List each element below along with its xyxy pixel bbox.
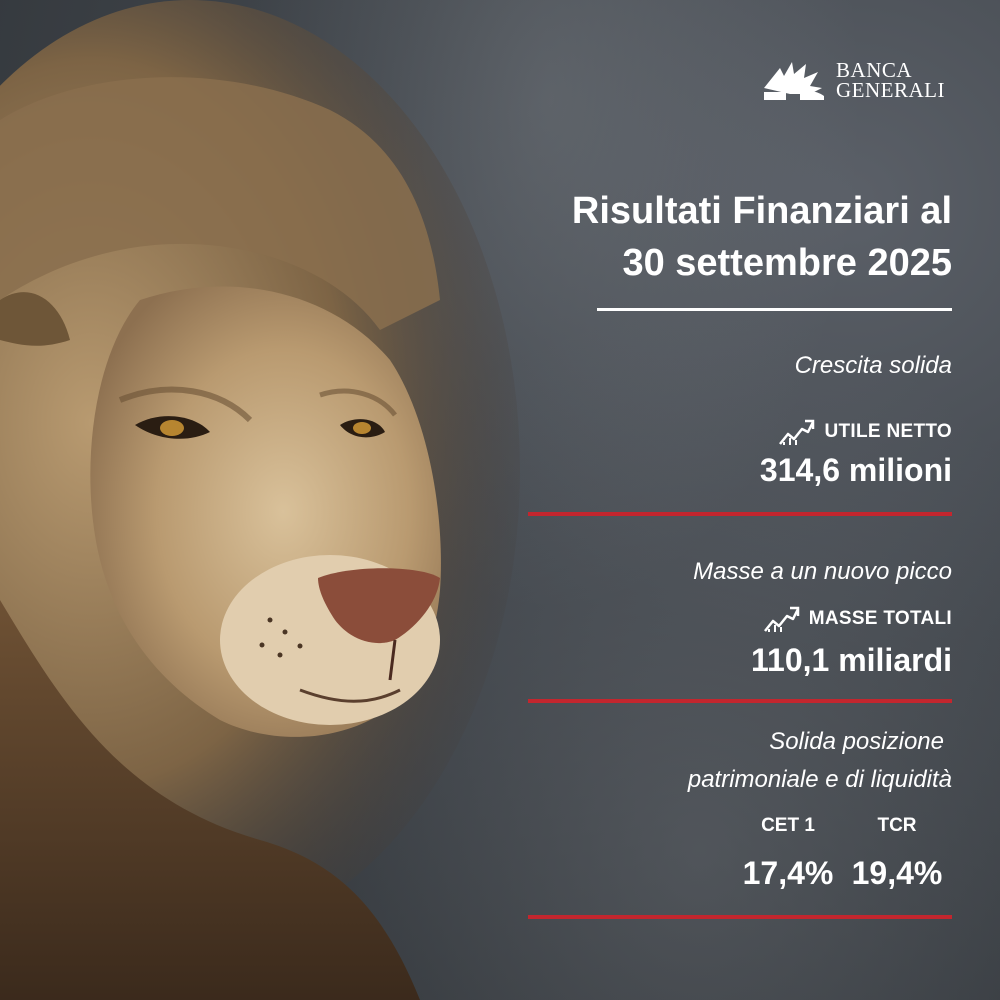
ratio-tcr: TCR 19,4%: [846, 815, 948, 892]
ratio-cet1: CET 1 17,4%: [735, 815, 841, 892]
winged-lion-icon: [764, 62, 825, 100]
ratio-value-tcr: 19,4%: [851, 855, 943, 891]
section-divider-2: [528, 699, 952, 703]
metric-value-net-profit: 314,6 milioni: [759, 452, 952, 488]
trend-up-icon: [779, 419, 815, 445]
trend-up-icon: [763, 606, 799, 632]
logo-line-2: GENERALI: [836, 78, 945, 102]
metric-label-net-profit: UTILE NETTO: [824, 421, 952, 442]
section-subtitle-assets: Masse a un nuovo picco: [693, 558, 952, 585]
metric-row-net-profit: UTILE NETTO: [778, 418, 952, 446]
section-subtitle-capital-line-1: Solida posizione: [769, 728, 944, 755]
title-underline: [597, 308, 952, 311]
page-title: Risultati Finanziari al 30 settembre 202…: [572, 185, 952, 289]
section-subtitle-capital-line-2: patrimoniale e di liquidità: [687, 766, 952, 793]
ratio-label-cet1: CET 1: [761, 815, 815, 836]
section-divider-3: [528, 915, 952, 919]
ratio-label-tcr: TCR: [877, 815, 917, 836]
banca-generali-logo: BANCA GENERALI: [760, 58, 945, 102]
metric-row-total-assets: MASSE TOTALI: [763, 605, 952, 633]
title-line-1: Risultati Finanziari al: [571, 190, 952, 232]
title-line-2: 30 settembre 2025: [622, 242, 952, 284]
section-subtitle-growth: Crescita solida: [794, 352, 952, 379]
metric-value-total-assets: 110,1 miliardi: [750, 642, 952, 678]
section-divider-1: [528, 512, 952, 516]
lion-portrait-image: [0, 0, 520, 1000]
ratio-value-cet1: 17,4%: [742, 855, 834, 891]
metric-label-total-assets: MASSE TOTALI: [808, 608, 952, 629]
logo-line-1: BANCA: [836, 58, 913, 82]
